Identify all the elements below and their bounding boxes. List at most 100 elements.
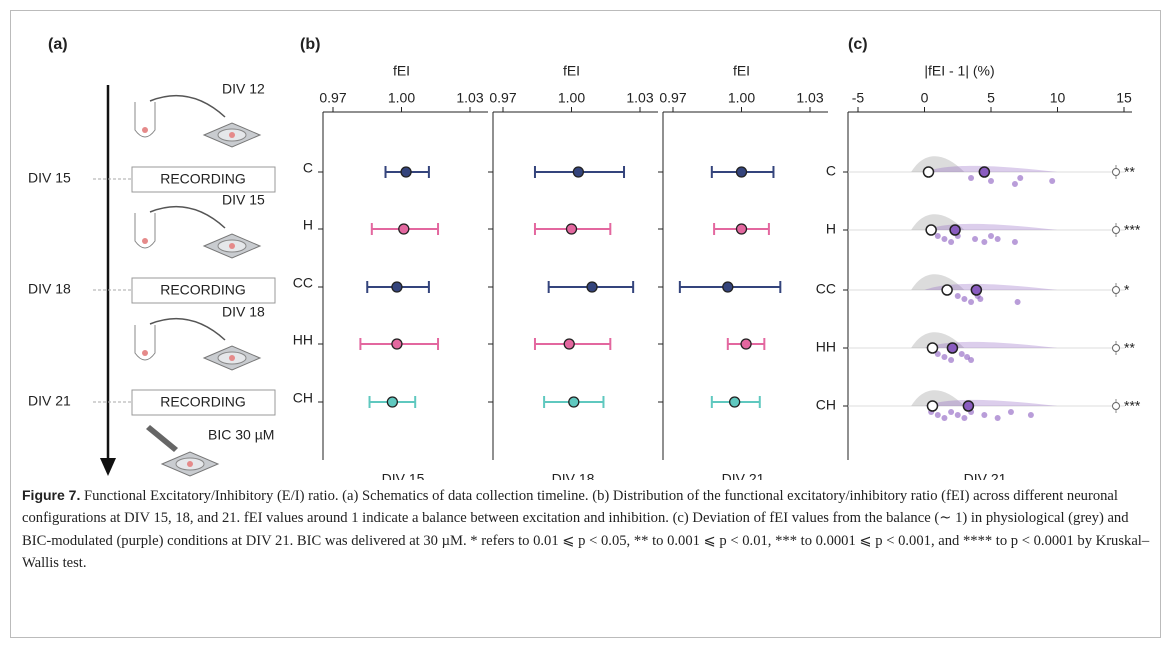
bic-point <box>961 415 968 421</box>
caption-text: Functional Excitatory/Inhibitory (E/I) r… <box>22 488 1150 572</box>
bic-point <box>994 236 1001 242</box>
pipette-icon <box>146 425 178 452</box>
bic-point <box>972 236 979 242</box>
bic-point <box>968 357 975 363</box>
mean-dot <box>398 223 410 235</box>
bic-point <box>968 175 975 181</box>
x-axis-label: fEI <box>393 63 410 79</box>
treatment-label: DIV 18 <box>222 304 265 320</box>
violin-bic <box>924 283 1058 290</box>
median-bic <box>949 224 961 236</box>
mean-dot <box>568 396 580 408</box>
x-tick-label: 0.97 <box>659 90 686 106</box>
category-label: CH <box>816 397 836 413</box>
mean-dot <box>563 338 575 350</box>
x-tick-label: 1.03 <box>456 90 483 106</box>
bic-point <box>954 293 961 299</box>
x-tick-label: 1.03 <box>796 90 823 106</box>
tube-icon <box>134 213 156 249</box>
bic-point <box>941 415 948 421</box>
mean-dot <box>740 338 752 350</box>
tube-icon <box>134 325 156 361</box>
category-label: HH <box>816 339 836 355</box>
bic-point <box>941 236 948 242</box>
x-tick-label: 0.97 <box>489 90 516 106</box>
bic-point <box>1011 239 1018 245</box>
x-axis-label: |fEI - 1| (%) <box>924 63 994 79</box>
sig-marker <box>1112 402 1120 410</box>
category-label: CH <box>293 390 313 406</box>
mean-dot <box>729 396 741 408</box>
bic-point <box>1027 412 1034 418</box>
mean-dot <box>572 166 584 178</box>
recording-label: RECORDING <box>160 282 246 298</box>
dish-cells <box>187 461 193 467</box>
treatment-label: BIC 30 µM <box>208 427 274 443</box>
dish-cells <box>229 243 235 249</box>
chart-title: DIV 18 <box>552 471 595 480</box>
figure-frame <box>10 10 1161 638</box>
category-label: C <box>303 160 313 176</box>
timepoint-label: DIV 15 <box>28 170 71 186</box>
x-axis-label: fEI <box>563 63 580 79</box>
bic-point <box>948 357 955 363</box>
median-physiological <box>922 166 935 178</box>
bic-point <box>948 239 955 245</box>
x-tick-label: 1.00 <box>558 90 585 106</box>
category-label: CC <box>816 281 836 297</box>
recording-box <box>131 277 276 304</box>
sig-marker <box>1112 168 1120 176</box>
transfer-arrow <box>149 94 226 118</box>
caption-label: Figure 7. <box>22 487 81 503</box>
treatment-label: DIV 12 <box>222 81 265 97</box>
median-physiological <box>926 342 939 354</box>
bic-point <box>934 412 941 418</box>
significance: *** <box>1124 222 1141 238</box>
bic-point <box>968 299 975 305</box>
x-tick-label: 10 <box>1050 90 1066 106</box>
bic-point <box>958 351 965 357</box>
mean-dot <box>400 166 412 178</box>
bic-point <box>934 351 941 357</box>
violin-bic <box>924 399 1058 406</box>
x-tick-label: 15 <box>1116 90 1132 106</box>
sig-marker <box>1112 286 1120 294</box>
recording-box <box>131 166 276 193</box>
bic-point <box>977 296 984 302</box>
x-tick-label: 5 <box>987 90 995 106</box>
bic-point <box>954 412 961 418</box>
category-label: H <box>826 221 836 237</box>
bic-point <box>1011 181 1018 187</box>
chart-title: DIV 21 <box>722 471 765 480</box>
violin-physiological <box>911 390 965 406</box>
sig-marker <box>1112 226 1120 234</box>
median-physiological <box>925 224 937 236</box>
x-tick-label: 1.00 <box>388 90 415 106</box>
mean-dot <box>386 396 399 408</box>
bic-point <box>1049 178 1056 184</box>
timepoint-label: DIV 18 <box>28 281 71 297</box>
bic-point <box>934 233 941 239</box>
treatment-label: DIV 15 <box>222 192 265 208</box>
mean-dot <box>735 166 748 178</box>
bic-point <box>941 354 948 360</box>
category-label: H <box>303 217 313 233</box>
tube-icon <box>134 102 156 138</box>
median-bic <box>946 342 959 354</box>
category-label: C <box>826 163 836 179</box>
x-tick-label: -5 <box>852 90 865 106</box>
mean-dot <box>722 281 734 293</box>
bic-point <box>981 412 988 418</box>
recording-box <box>131 389 276 416</box>
x-axis-label: fEI <box>733 63 750 79</box>
x-tick-label: 1.00 <box>728 90 755 106</box>
tube-cells <box>142 238 148 244</box>
significance: *** <box>1124 398 1141 414</box>
timepoint-label: DIV 21 <box>28 393 71 409</box>
bic-point <box>988 178 994 184</box>
category-label: CC <box>293 275 313 291</box>
chart-title: DIV 21 <box>964 471 1007 480</box>
dish-cells <box>229 132 235 138</box>
mean-dot <box>586 281 598 293</box>
